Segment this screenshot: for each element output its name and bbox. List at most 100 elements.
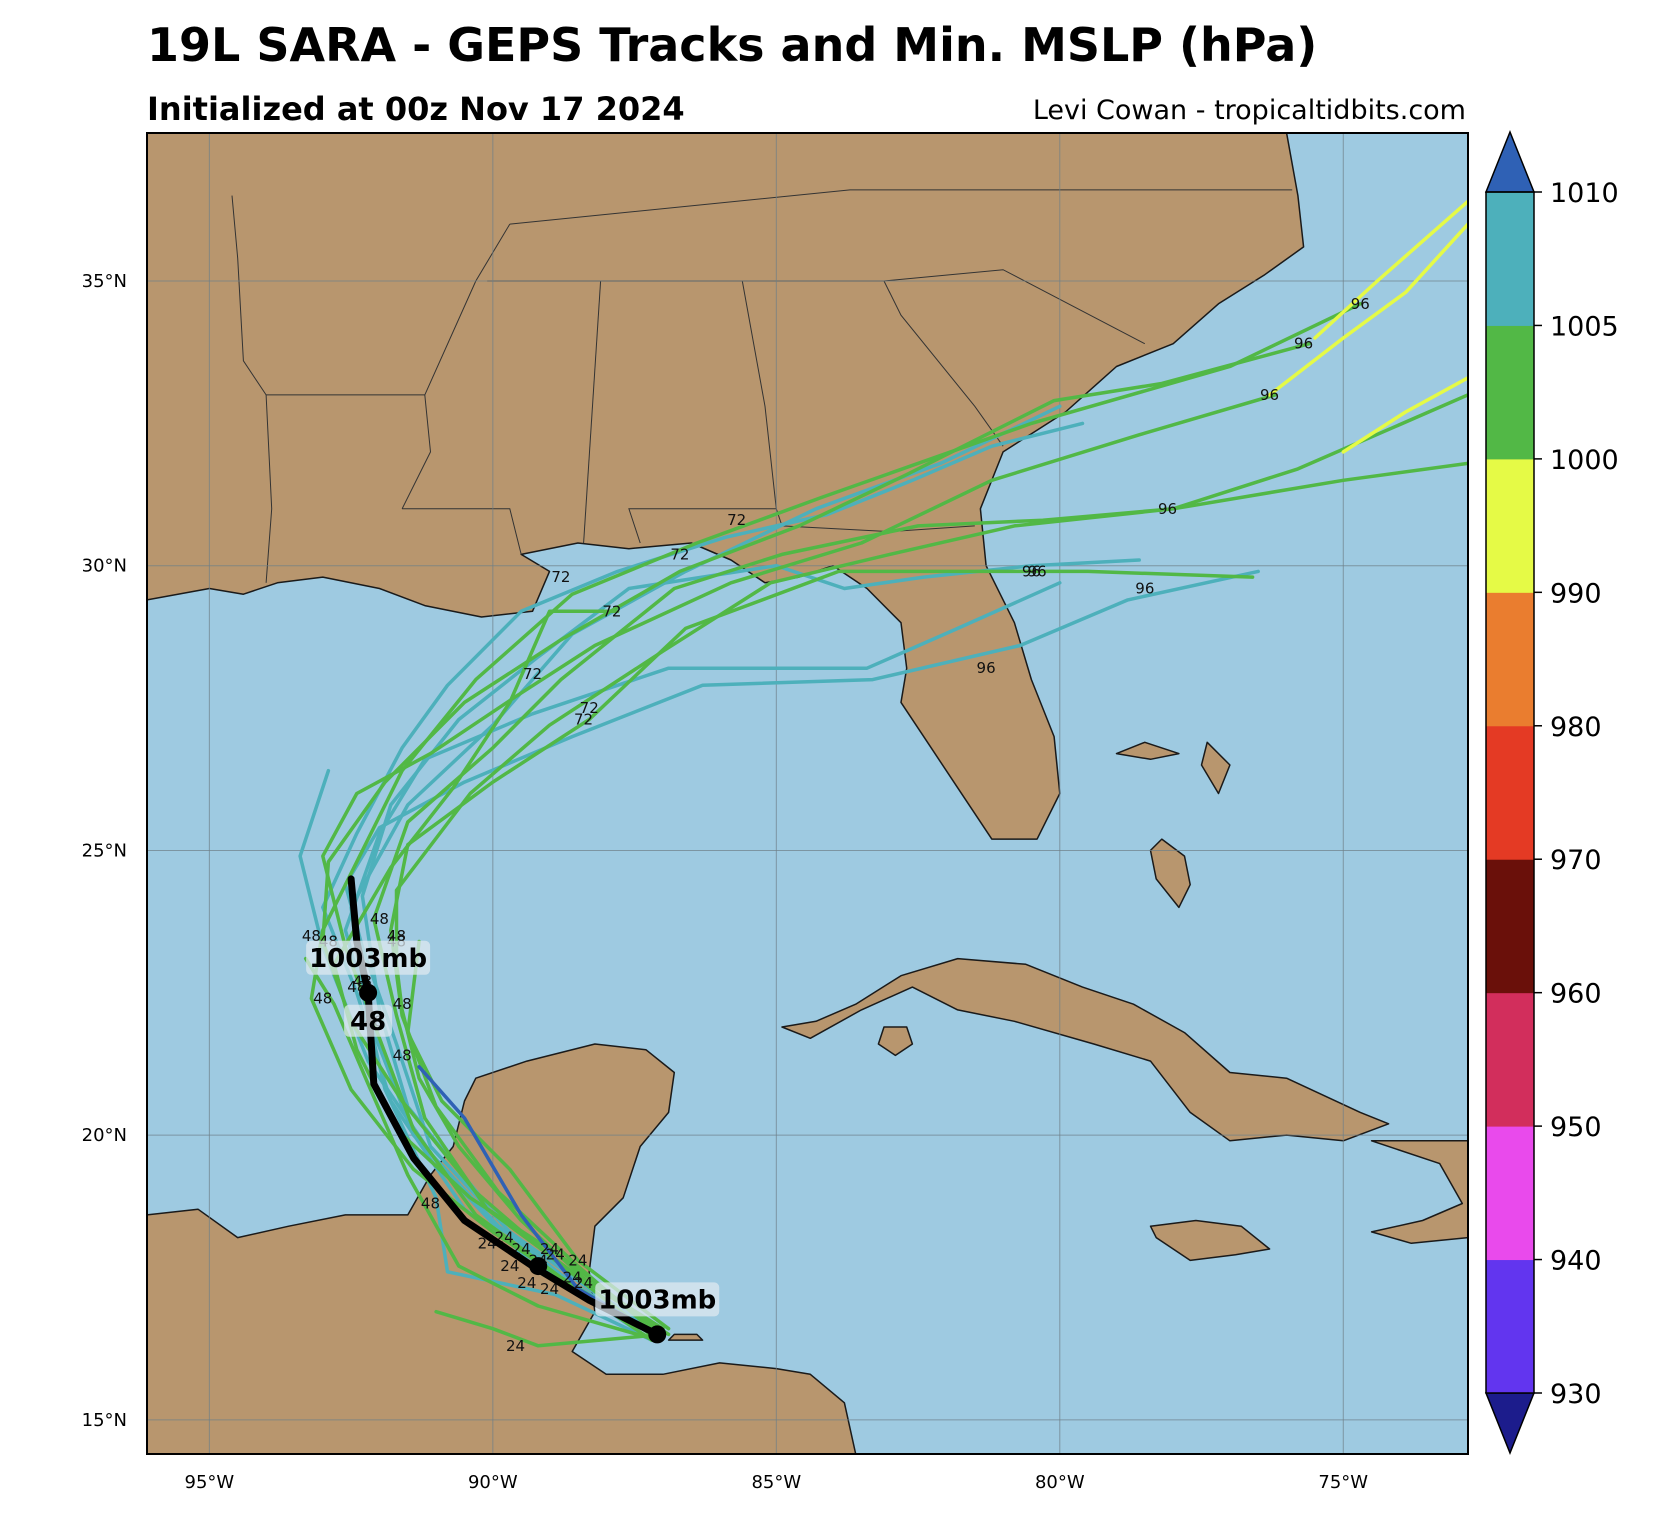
colorbar-label: 1000 — [1550, 445, 1619, 476]
forecast-hour-label: 24 — [546, 1246, 565, 1264]
forecast-hour-label: 72 — [670, 545, 689, 563]
lat-tick-label: 20°N — [82, 1125, 127, 1146]
colorbar-label: 990 — [1550, 578, 1602, 609]
pressure-label-box — [595, 1282, 720, 1317]
forecast-hour-label: 24 — [574, 1274, 593, 1292]
forecast-hour-label: 96 — [1351, 295, 1370, 313]
pressure-label-box — [306, 940, 431, 975]
hour-label-box — [344, 1004, 393, 1037]
pressure-label: 1003mb — [309, 944, 427, 974]
forecast-hour-label: 72 — [602, 602, 621, 620]
ensemble-track — [309, 302, 1363, 1337]
mean-hour-label: 48 — [350, 1007, 386, 1037]
forecast-hour-label: 24 — [500, 1257, 519, 1275]
colorbar-segment — [1486, 458, 1534, 593]
colorbar-label: 960 — [1550, 979, 1602, 1010]
ensemble-track — [1341, 376, 1468, 454]
ensemble-track — [303, 956, 660, 1342]
init-time: Initialized at 00z Nov 17 2024 — [147, 90, 685, 128]
colorbar-label: 1005 — [1550, 311, 1619, 342]
land-grand-bahama — [1115, 741, 1180, 761]
ensemble-track — [343, 581, 1062, 1337]
forecast-hour-label: 48 — [387, 927, 406, 945]
forecast-hour-label: 72 — [551, 568, 570, 586]
land-bay-islands — [667, 1333, 704, 1341]
forecast-hour-label: 96 — [1294, 335, 1313, 353]
mean-track-point — [648, 1325, 667, 1344]
ensemble-track — [389, 569, 1255, 1337]
credit: Levi Cowan - tropicaltidbits.com — [1032, 95, 1466, 126]
forecast-hour-label: 48 — [393, 995, 412, 1013]
forecast-hour-label: 96 — [1135, 580, 1154, 598]
lon-tick-label: 95°W — [185, 1472, 235, 1493]
map-frame — [146, 132, 1469, 1455]
colorbar-segment — [1486, 192, 1534, 326]
forecast-hour-label: 48 — [302, 927, 321, 945]
ensemble-track — [349, 404, 1062, 1342]
forecast-hour-label: 96 — [1260, 386, 1279, 404]
forecast-hour-label: 48 — [370, 910, 389, 928]
colorbar-segment — [1486, 1126, 1534, 1261]
lon-tick-label: 80°W — [1035, 1472, 1085, 1493]
ensemble-track — [434, 1309, 665, 1348]
ensemble-track — [321, 421, 1085, 1342]
colorbar-segment — [1486, 859, 1534, 994]
land-isla-de-la-juventud — [877, 1026, 914, 1057]
state-border — [583, 280, 602, 544]
colorbar-extend-high — [1484, 129, 1536, 193]
lon-tick-label: 85°W — [751, 1472, 801, 1493]
pressure-label: 1003mb — [598, 1285, 716, 1315]
state-border — [775, 508, 975, 533]
colorbar-frame — [1485, 191, 1535, 1394]
land-abaco — [1200, 741, 1231, 795]
colorbar-label: 940 — [1550, 1246, 1602, 1277]
forecast-hour-label: 96 — [1158, 500, 1177, 518]
pressure-colorbar: 930 940 950 960 970 980 990 1000 1005 1010 — [1484, 129, 1619, 1456]
forecast-hour-label: 24 — [568, 1251, 587, 1269]
forecast-hour-label: 24 — [563, 1268, 582, 1286]
forecast-hour-label: 48 — [313, 989, 332, 1007]
land-hispaniola — [1370, 1140, 1468, 1245]
state-border — [401, 223, 511, 510]
colorbar-segment — [1486, 1259, 1534, 1394]
forecast-hour-label: 24 — [517, 1274, 536, 1292]
land-jamaica — [1149, 1219, 1271, 1262]
forecast-hour-label: 48 — [421, 1194, 440, 1212]
forecast-hour-label: 96 — [1022, 562, 1041, 580]
colorbar-segment — [1486, 592, 1534, 727]
lat-tick-label: 30°N — [82, 556, 127, 577]
colorbar-extend-low — [1484, 1392, 1536, 1456]
land-cuba — [781, 957, 1390, 1142]
grid-lines — [147, 133, 1468, 1454]
lat-tick-label: 35°N — [82, 271, 127, 292]
colorbar-label: 1010 — [1550, 178, 1619, 209]
map-title: 19L SARA - GEPS Tracks and Min. MSLP (hP… — [147, 18, 1318, 72]
colorbar-segment — [1486, 992, 1534, 1127]
colorbar-label: 970 — [1550, 845, 1602, 876]
forecast-hour-label: 72 — [580, 699, 599, 717]
lat-tick-label: 25°N — [82, 840, 127, 861]
forecast-hour-label: 72 — [574, 710, 593, 728]
colorbar-label: 930 — [1550, 1379, 1602, 1410]
axis-ticks: 95°W 90°W 85°W 80°W 75°W 15°N 20°N 25°N 30°N 35°N — [82, 271, 1369, 1493]
state-border — [402, 508, 522, 555]
state-border — [628, 508, 777, 544]
ensemble-track — [394, 393, 1468, 1337]
forecast-hour-label: 24 — [540, 1240, 559, 1258]
forecast-hour-label: 72 — [727, 511, 746, 529]
forecast-hour-label: 96 — [1028, 562, 1047, 580]
ensemble-track — [1267, 222, 1468, 397]
colorbar-label: 950 — [1550, 1112, 1602, 1143]
ensemble-track — [1313, 199, 1468, 340]
colorbar-label: 980 — [1550, 712, 1602, 743]
state-border — [883, 280, 1004, 447]
forecast-hour-label: 72 — [523, 665, 542, 683]
state-border — [509, 189, 1293, 225]
forecast-hour-label: 24 — [540, 1280, 559, 1298]
forecast-hour-label: 24 — [506, 1337, 525, 1355]
state-border — [741, 280, 777, 509]
forecast-hour-label: 96 — [977, 659, 996, 677]
colorbar-segment — [1486, 325, 1534, 460]
